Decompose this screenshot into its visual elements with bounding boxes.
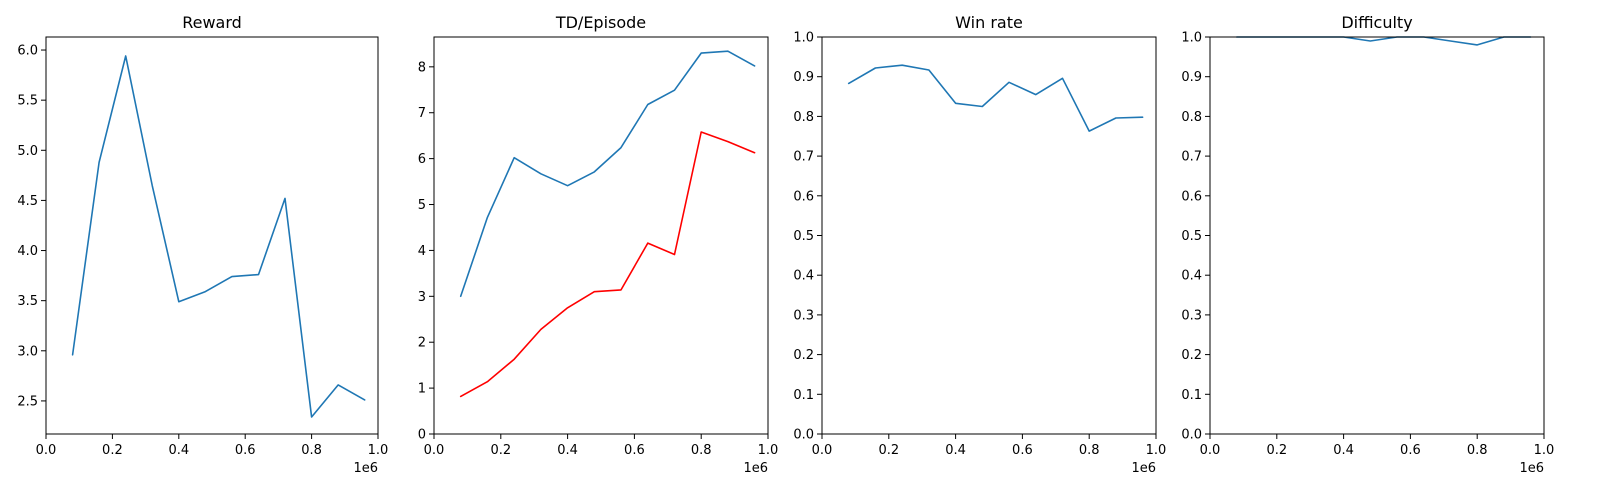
y-tick-label: 4 [418,244,426,259]
chart-panel-1: 0.0 0.2 0.4 0.6 0.8 1.0 2.5 3.0 3.5 4.0 4.5 5.0 5.5 6… [17,13,388,476]
y-tick-label: 0.6 [1181,189,1202,204]
series-line-1 [847,64,1144,132]
y-tick-label: 0.8 [793,110,814,125]
x-tick-label: 0.4 [168,443,189,458]
chart-title: Difficulty [1341,13,1412,32]
y-tick-label: 0.4 [1181,269,1202,284]
y-tick-label: 1.0 [1181,31,1202,46]
x-tick-label: 0.0 [1200,443,1221,458]
y-tick-label: 0.9 [793,70,814,85]
x-tick-label: 0.2 [490,443,511,458]
y-tick-label: 2 [418,336,426,351]
x-tick-label: 1.0 [758,443,779,458]
y-tick-label: 0.2 [1181,348,1202,363]
x-tick-label: 0.0 [36,443,57,458]
series-line-1 [1235,36,1532,46]
y-tick-label: 1 [418,382,426,397]
y-tick-label: 6.0 [17,44,38,59]
x-tick-label: 0.4 [1333,443,1354,458]
x-tick-label: 0.0 [812,443,833,458]
y-tick-label: 0.5 [793,229,814,244]
y-tick-label: 0.7 [793,150,814,165]
x-axis-offset-label: 1e6 [1131,461,1156,476]
y-tick-label: 0.3 [793,308,814,323]
y-tick-label: 0.1 [793,388,814,403]
y-tick-label: 0.2 [793,348,814,363]
x-tick-label: 0.6 [1400,443,1421,458]
x-tick-label: 1.0 [1146,443,1167,458]
y-tick-label: 0.8 [1181,110,1202,125]
y-tick-label: 5 [418,198,426,213]
series-line-1 [71,55,366,418]
axes-frame [1209,36,1545,435]
x-tick-label: 1.0 [1534,443,1555,458]
chart-title: TD/Episode [555,13,646,32]
axes-frame [45,36,379,435]
y-tick-label: 5.5 [17,94,38,109]
chart-panel-2: 0.0 0.2 0.4 0.6 0.8 1.0 0 1 2 3 4 5 6 7 8 TD/Episode 1e6 [418,13,779,476]
x-tick-label: 0.8 [691,443,712,458]
x-tick-label: 0.8 [1079,443,1100,458]
y-tick-label: 3 [418,290,426,305]
y-tick-label: 0.9 [1181,70,1202,85]
y-tick-label: 5.0 [17,144,38,159]
x-tick-label: 0.2 [102,443,123,458]
y-tick-label: 0.0 [1181,428,1202,443]
chart-panel-3: 0.0 0.2 0.4 0.6 0.8 1.0 0.0 0.1 0.2 0.3 0.4 0.5 0.6 0… [793,13,1166,476]
x-tick-label: 0.0 [424,443,445,458]
y-tick-label: 0.5 [1181,229,1202,244]
x-tick-label: 0.8 [1467,443,1488,458]
chart-panel-4: 0.0 0.2 0.4 0.6 0.8 1.0 0.0 0.1 0.2 0.3 0.4 0.5 0.6 0… [1181,13,1554,476]
y-tick-label: 4.0 [17,244,38,259]
x-tick-label: 0.8 [301,443,322,458]
x-tick-label: 0.6 [1012,443,1033,458]
x-tick-label: 0.2 [878,443,899,458]
x-axis-offset-label: 1e6 [1519,461,1544,476]
y-tick-label: 0.0 [793,428,814,443]
series-line-2 [459,131,756,398]
axes-frame [821,36,1157,435]
y-tick-label: 0.3 [1181,308,1202,323]
y-tick-label: 4.5 [17,194,38,209]
axes-frame [433,36,769,435]
x-axis-offset-label: 1e6 [353,461,378,476]
x-tick-label: 0.6 [624,443,645,458]
y-tick-label: 3.0 [17,344,38,359]
x-tick-label: 1.0 [368,443,389,458]
series-line-1 [459,50,756,298]
x-axis-offset-label: 1e6 [743,461,768,476]
y-tick-label: 8 [418,60,426,75]
x-tick-label: 0.4 [557,443,578,458]
x-tick-label: 0.6 [235,443,256,458]
y-tick-label: 0 [418,428,426,443]
y-tick-label: 7 [418,106,426,121]
x-tick-label: 0.4 [945,443,966,458]
y-tick-label: 1.0 [793,31,814,46]
y-tick-label: 0.1 [1181,388,1202,403]
y-tick-label: 3.5 [17,294,38,309]
x-tick-label: 0.2 [1266,443,1287,458]
y-tick-label: 0.4 [793,269,814,284]
y-tick-label: 6 [418,152,426,167]
chart-title: Win rate [955,13,1023,32]
chart-title: Reward [182,13,242,32]
y-tick-label: 0.7 [1181,150,1202,165]
y-tick-label: 0.6 [793,189,814,204]
y-tick-label: 2.5 [17,394,38,409]
